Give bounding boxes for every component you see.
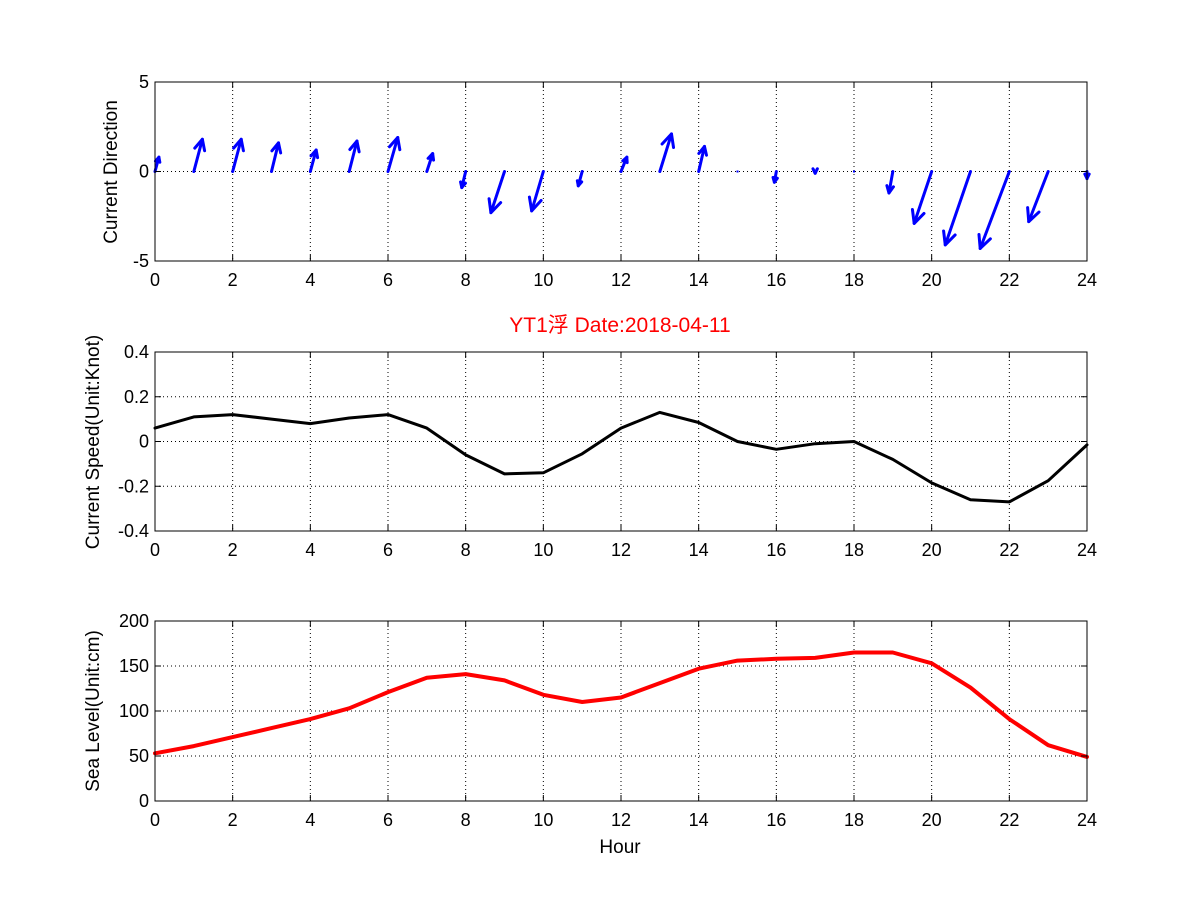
current-direction-xtick-label: 12 bbox=[611, 270, 631, 290]
current-direction-arrow bbox=[270, 141, 283, 173]
sea-level-xtick-label: 10 bbox=[533, 810, 553, 830]
current-direction-xtick-label: 10 bbox=[533, 270, 553, 290]
current-speed-xtick-label: 8 bbox=[461, 540, 471, 560]
current-direction-xtick-label: 14 bbox=[689, 270, 709, 290]
sea-level-ytick-label: 200 bbox=[119, 611, 149, 631]
sea-level-ytick-label: 0 bbox=[139, 791, 149, 811]
current-direction-arrow bbox=[697, 144, 708, 173]
current-speed-xtick-label: 16 bbox=[766, 540, 786, 560]
current-direction-arrow bbox=[619, 155, 629, 173]
current-speed-plot: 0 2 4 6 8 10 12 14 16 18 20 22 24-0.4-0.200.20.4 Cur… bbox=[83, 335, 1097, 560]
current-direction-arrow bbox=[386, 135, 402, 173]
current-direction-arrow bbox=[347, 139, 361, 173]
current-speed-xtick-label: 14 bbox=[689, 540, 709, 560]
current-speed-xtick-label: 24 bbox=[1077, 540, 1097, 560]
current-direction-arrow bbox=[977, 170, 1011, 250]
current-direction-xtick-label: 6 bbox=[383, 270, 393, 290]
sea-level-ytick-label: 100 bbox=[119, 701, 149, 721]
current-speed-xtick-label: 18 bbox=[844, 540, 864, 560]
sea-level-xtick-label: 0 bbox=[150, 810, 160, 830]
current-direction-ytick-label: 5 bbox=[139, 72, 149, 92]
current-direction-ytick-label: 0 bbox=[139, 162, 149, 182]
current-direction-arrow bbox=[459, 170, 468, 190]
sea-level-series-line bbox=[153, 650, 1089, 759]
current-speed-ytick-label: 0.4 bbox=[124, 342, 149, 362]
current-direction-xtick-label: 20 bbox=[922, 270, 942, 290]
sea-level-xtick-label: 14 bbox=[689, 810, 709, 830]
current-direction-arrow bbox=[192, 137, 207, 173]
current-direction-arrow bbox=[942, 170, 972, 247]
current-direction-arrow bbox=[308, 148, 320, 173]
current-direction-arrow bbox=[771, 170, 779, 184]
sea-level-ytick-label: 50 bbox=[129, 746, 149, 766]
sea-level-xtick-label: 18 bbox=[844, 810, 864, 830]
current-direction-xtick-label: 2 bbox=[228, 270, 238, 290]
current-direction-arrow bbox=[575, 170, 584, 188]
sea-level-xtick-label: 4 bbox=[305, 810, 315, 830]
sea-level-xtick-label: 6 bbox=[383, 810, 393, 830]
current-direction-xtick-label: 22 bbox=[999, 270, 1019, 290]
current-direction-arrow bbox=[487, 170, 506, 215]
current-direction-arrow bbox=[1026, 170, 1050, 224]
current-speed-ytick-label: -0.4 bbox=[118, 521, 149, 541]
current-speed-ytick-label: 0.2 bbox=[124, 387, 149, 407]
current-direction-ytick-label: -5 bbox=[133, 251, 149, 271]
sea-level-ylabel: Sea Level(Unit:cm) bbox=[83, 630, 104, 792]
sea-level-xtick-label: 12 bbox=[611, 810, 631, 830]
current-direction-arrow bbox=[153, 155, 162, 173]
current-speed-ytick-label: 0 bbox=[139, 432, 149, 452]
current-direction-arrow bbox=[885, 170, 895, 195]
current-direction-xtick-label: 0 bbox=[150, 270, 160, 290]
current-direction-arrow bbox=[527, 170, 545, 213]
current-direction-arrow bbox=[811, 167, 819, 175]
sea-level-xtick-label: 8 bbox=[461, 810, 471, 830]
current-speed-xtick-label: 0 bbox=[150, 540, 160, 560]
current-direction-xtick-label: 24 bbox=[1077, 270, 1097, 290]
current-speed-xtick-label: 22 bbox=[999, 540, 1019, 560]
chart-title: YT1浮 Date:2018-04-11 bbox=[509, 314, 730, 337]
current-direction-arrow bbox=[425, 152, 436, 173]
current-speed-xtick-label: 6 bbox=[383, 540, 393, 560]
current-speed-ytick-label: -0.2 bbox=[118, 476, 149, 496]
current-speed-xtick-label: 10 bbox=[533, 540, 553, 560]
current-direction-ylabel: Current Direction bbox=[101, 100, 122, 244]
current-speed-xtick-label: 12 bbox=[611, 540, 631, 560]
current-direction-xtick-label: 16 bbox=[766, 270, 786, 290]
sea-level-xlabel: Hour bbox=[599, 837, 641, 858]
sea-level-xtick-label: 16 bbox=[766, 810, 786, 830]
current-direction-arrow bbox=[910, 170, 934, 225]
current-direction-xtick-label: 18 bbox=[844, 270, 864, 290]
current-speed-xtick-label: 4 bbox=[305, 540, 315, 560]
current-direction-arrow bbox=[231, 137, 245, 173]
current-direction-arrow bbox=[658, 132, 676, 173]
current-direction-xtick-label: 8 bbox=[461, 270, 471, 290]
sea-level-xtick-label: 2 bbox=[228, 810, 238, 830]
current-direction-xtick-label: 4 bbox=[305, 270, 315, 290]
sea-level-xtick-label: 20 bbox=[922, 810, 942, 830]
current-speed-xtick-label: 2 bbox=[228, 540, 238, 560]
current-speed-series-line bbox=[153, 410, 1089, 504]
sea-level-xtick-label: 24 bbox=[1077, 810, 1097, 830]
current-direction-plot: 0 2 4 6 8 10 12 14 16 18 20 22 24-505 Current Direct… bbox=[101, 72, 1097, 290]
current-speed-ylabel: Current Speed(Unit:Knot) bbox=[83, 335, 104, 549]
current-speed-xtick-label: 20 bbox=[922, 540, 942, 560]
sea-level-ytick-label: 150 bbox=[119, 656, 149, 676]
sea-level-xtick-label: 22 bbox=[999, 810, 1019, 830]
